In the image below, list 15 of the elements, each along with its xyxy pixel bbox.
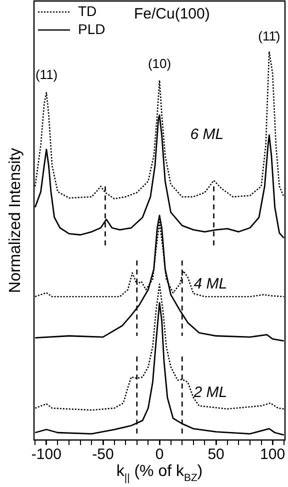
x-tick-label: 100 [260, 446, 286, 464]
x-tick-label: -100 [31, 446, 62, 464]
annotation: (10) [148, 56, 172, 72]
annotation: 4 ML [194, 275, 228, 292]
x-tick-label: -50 [92, 446, 114, 464]
chart-title: Fe/Cu(100) [134, 6, 210, 23]
annotation: 6 ML [190, 126, 224, 144]
x-tick-label: 50 [208, 446, 224, 464]
y-axis-title: Normalized Intensity [7, 148, 24, 293]
legend-label: PLD [78, 20, 106, 37]
x-tick-label: 0 [155, 446, 164, 464]
text: (11̄) [258, 28, 280, 44]
annotation: (11) [35, 66, 58, 82]
annotation: 2 ML [192, 384, 228, 401]
legend-label: TD [78, 2, 97, 19]
